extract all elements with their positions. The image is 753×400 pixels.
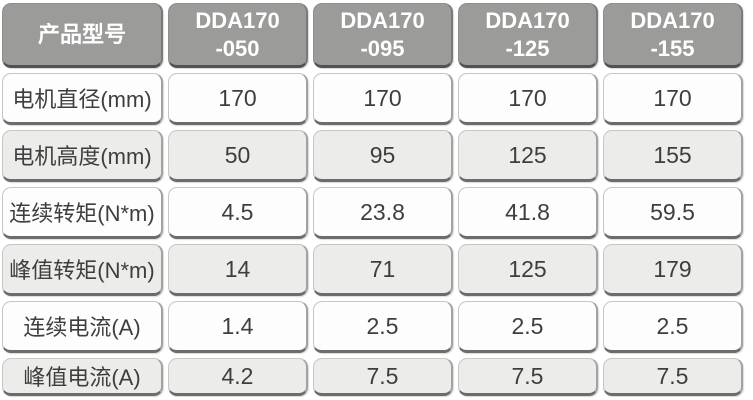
value-cell: 2.5	[313, 301, 453, 353]
value-cell: 71	[313, 244, 453, 296]
header-cell-model-050: DDA170 -050	[168, 3, 308, 68]
value-cell: 50	[168, 130, 308, 182]
model-name-line2: -095	[360, 35, 405, 61]
value-cell: 95	[313, 130, 453, 182]
row-label-peak-current: 峰值电流(A)	[2, 358, 163, 396]
model-name-line1: DDA170	[340, 8, 425, 33]
header-cell-model-125: DDA170 -125	[458, 3, 598, 68]
value-cell: 7.5	[458, 358, 598, 396]
header-label: 产品型号	[37, 21, 126, 47]
value-cell: 23.8	[313, 187, 453, 239]
value-cell: 170	[168, 73, 308, 125]
value-cell: 1.4	[168, 301, 308, 353]
value-cell: 4.2	[168, 358, 308, 396]
row-label-motor-diameter: 电机直径(mm)	[2, 73, 163, 125]
row-label-continuous-current: 连续电流(A)	[2, 301, 163, 353]
value-cell: 125	[458, 244, 598, 296]
value-cell: 2.5	[458, 301, 598, 353]
value-cell: 170	[603, 73, 743, 125]
model-name-line2: -050	[215, 35, 260, 61]
value-cell: 125	[458, 130, 598, 182]
value-cell: 41.8	[458, 187, 598, 239]
header-cell-model-095: DDA170 -095	[313, 3, 453, 68]
header-cell-product-model: 产品型号	[2, 3, 163, 68]
row-label-peak-torque: 峰值转矩(N*m)	[2, 244, 163, 296]
value-cell: 2.5	[603, 301, 743, 353]
value-cell: 170	[313, 73, 453, 125]
value-cell: 179	[603, 244, 743, 296]
model-name-line1: DDA170	[630, 8, 715, 33]
value-cell: 155	[603, 130, 743, 182]
model-name-line2: -155	[650, 35, 695, 61]
value-cell: 59.5	[603, 187, 743, 239]
model-name-line1: DDA170	[195, 8, 280, 33]
row-label-motor-height: 电机高度(mm)	[2, 130, 163, 182]
row-label-continuous-torque: 连续转矩(N*m)	[2, 187, 163, 239]
value-cell: 7.5	[603, 358, 743, 396]
model-name-line1: DDA170	[485, 8, 570, 33]
value-cell: 4.5	[168, 187, 308, 239]
value-cell: 7.5	[313, 358, 453, 396]
value-cell: 170	[458, 73, 598, 125]
header-cell-model-155: DDA170 -155	[603, 3, 743, 68]
model-name-line2: -125	[505, 35, 550, 61]
value-cell: 14	[168, 244, 308, 296]
